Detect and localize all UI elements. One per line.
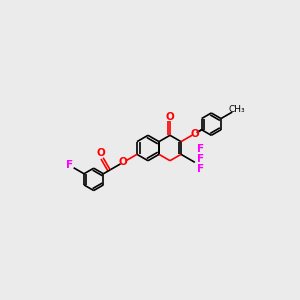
Text: O: O <box>96 148 105 158</box>
Text: CH₃: CH₃ <box>228 105 245 114</box>
Text: F: F <box>197 144 204 154</box>
Text: O: O <box>119 158 128 167</box>
Text: O: O <box>190 129 199 139</box>
Text: O: O <box>166 112 174 122</box>
Text: F: F <box>66 160 73 170</box>
Text: F: F <box>197 154 204 164</box>
Text: F: F <box>197 164 204 174</box>
